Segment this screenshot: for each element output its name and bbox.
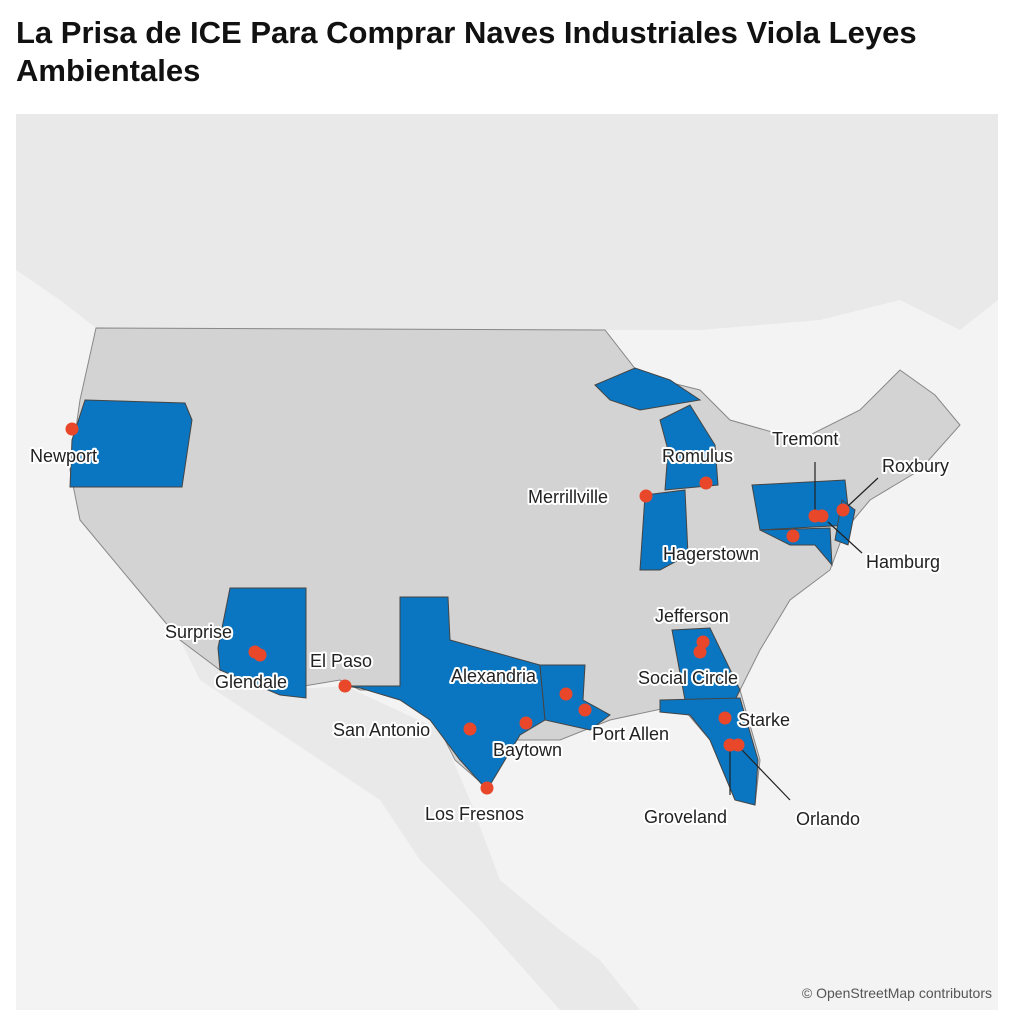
city-dot	[463, 722, 477, 736]
city-dot	[253, 648, 267, 662]
highlighted-states	[69, 367, 856, 806]
michigan-upper	[594, 367, 702, 411]
mexico	[180, 640, 640, 1010]
attribution: © OpenStreetMap contributors	[802, 985, 992, 1001]
city-label: Hamburg	[866, 552, 940, 572]
leader-line	[827, 521, 863, 554]
city-label: Alexandria	[451, 666, 537, 686]
city-dot	[639, 489, 653, 503]
city-dot	[815, 509, 829, 523]
city-dot	[693, 645, 707, 659]
city-label: Tremont	[772, 429, 838, 449]
cities: Newport Romulus Merrillville Tremont Roxbury…	[28, 422, 951, 831]
city-dot	[699, 476, 713, 490]
georgia	[671, 627, 741, 701]
florida	[659, 697, 759, 806]
arizona	[217, 587, 307, 699]
city-dot	[786, 529, 800, 543]
canada	[16, 114, 998, 330]
city-label: Orlando	[796, 809, 860, 829]
city-label: Groveland	[644, 807, 727, 827]
city-label: Glendale	[215, 672, 287, 692]
city-dot	[65, 422, 79, 436]
oregon	[69, 399, 193, 488]
city-dot	[836, 503, 850, 517]
map-title: La Prisa de ICE Para Comprar Naves Indus…	[16, 15, 917, 88]
city-label: Roxbury	[882, 456, 949, 476]
leader-line	[741, 749, 791, 801]
leader-line	[847, 477, 879, 507]
city-label: Jefferson	[655, 606, 729, 626]
city-label: Romulus	[662, 446, 733, 466]
city-label: Merrillville	[528, 487, 608, 507]
city-dot	[696, 635, 710, 649]
city-label: El Paso	[310, 651, 372, 671]
indiana	[639, 489, 689, 571]
city-dot	[578, 703, 592, 717]
city-dot	[559, 687, 573, 701]
city-dot	[718, 711, 732, 725]
city-dot	[731, 738, 745, 752]
city-label: San Antonio	[333, 720, 430, 740]
city-label: Social Circle	[638, 668, 738, 688]
city-dot	[480, 781, 494, 795]
pennsylvania	[751, 479, 851, 531]
louisiana	[539, 664, 611, 731]
michigan	[659, 404, 719, 491]
city-label: Baytown	[493, 740, 562, 760]
city-dot	[338, 679, 352, 693]
city-label: Starke	[738, 710, 790, 730]
city-label: Surprise	[165, 622, 232, 642]
maryland	[759, 527, 833, 567]
city-label: Port Allen	[592, 724, 669, 744]
city-dot	[519, 716, 533, 730]
city-label: Hagerstown	[663, 544, 759, 564]
city-label: Los Fresnos	[425, 804, 524, 824]
city-label: Newport	[30, 446, 97, 466]
